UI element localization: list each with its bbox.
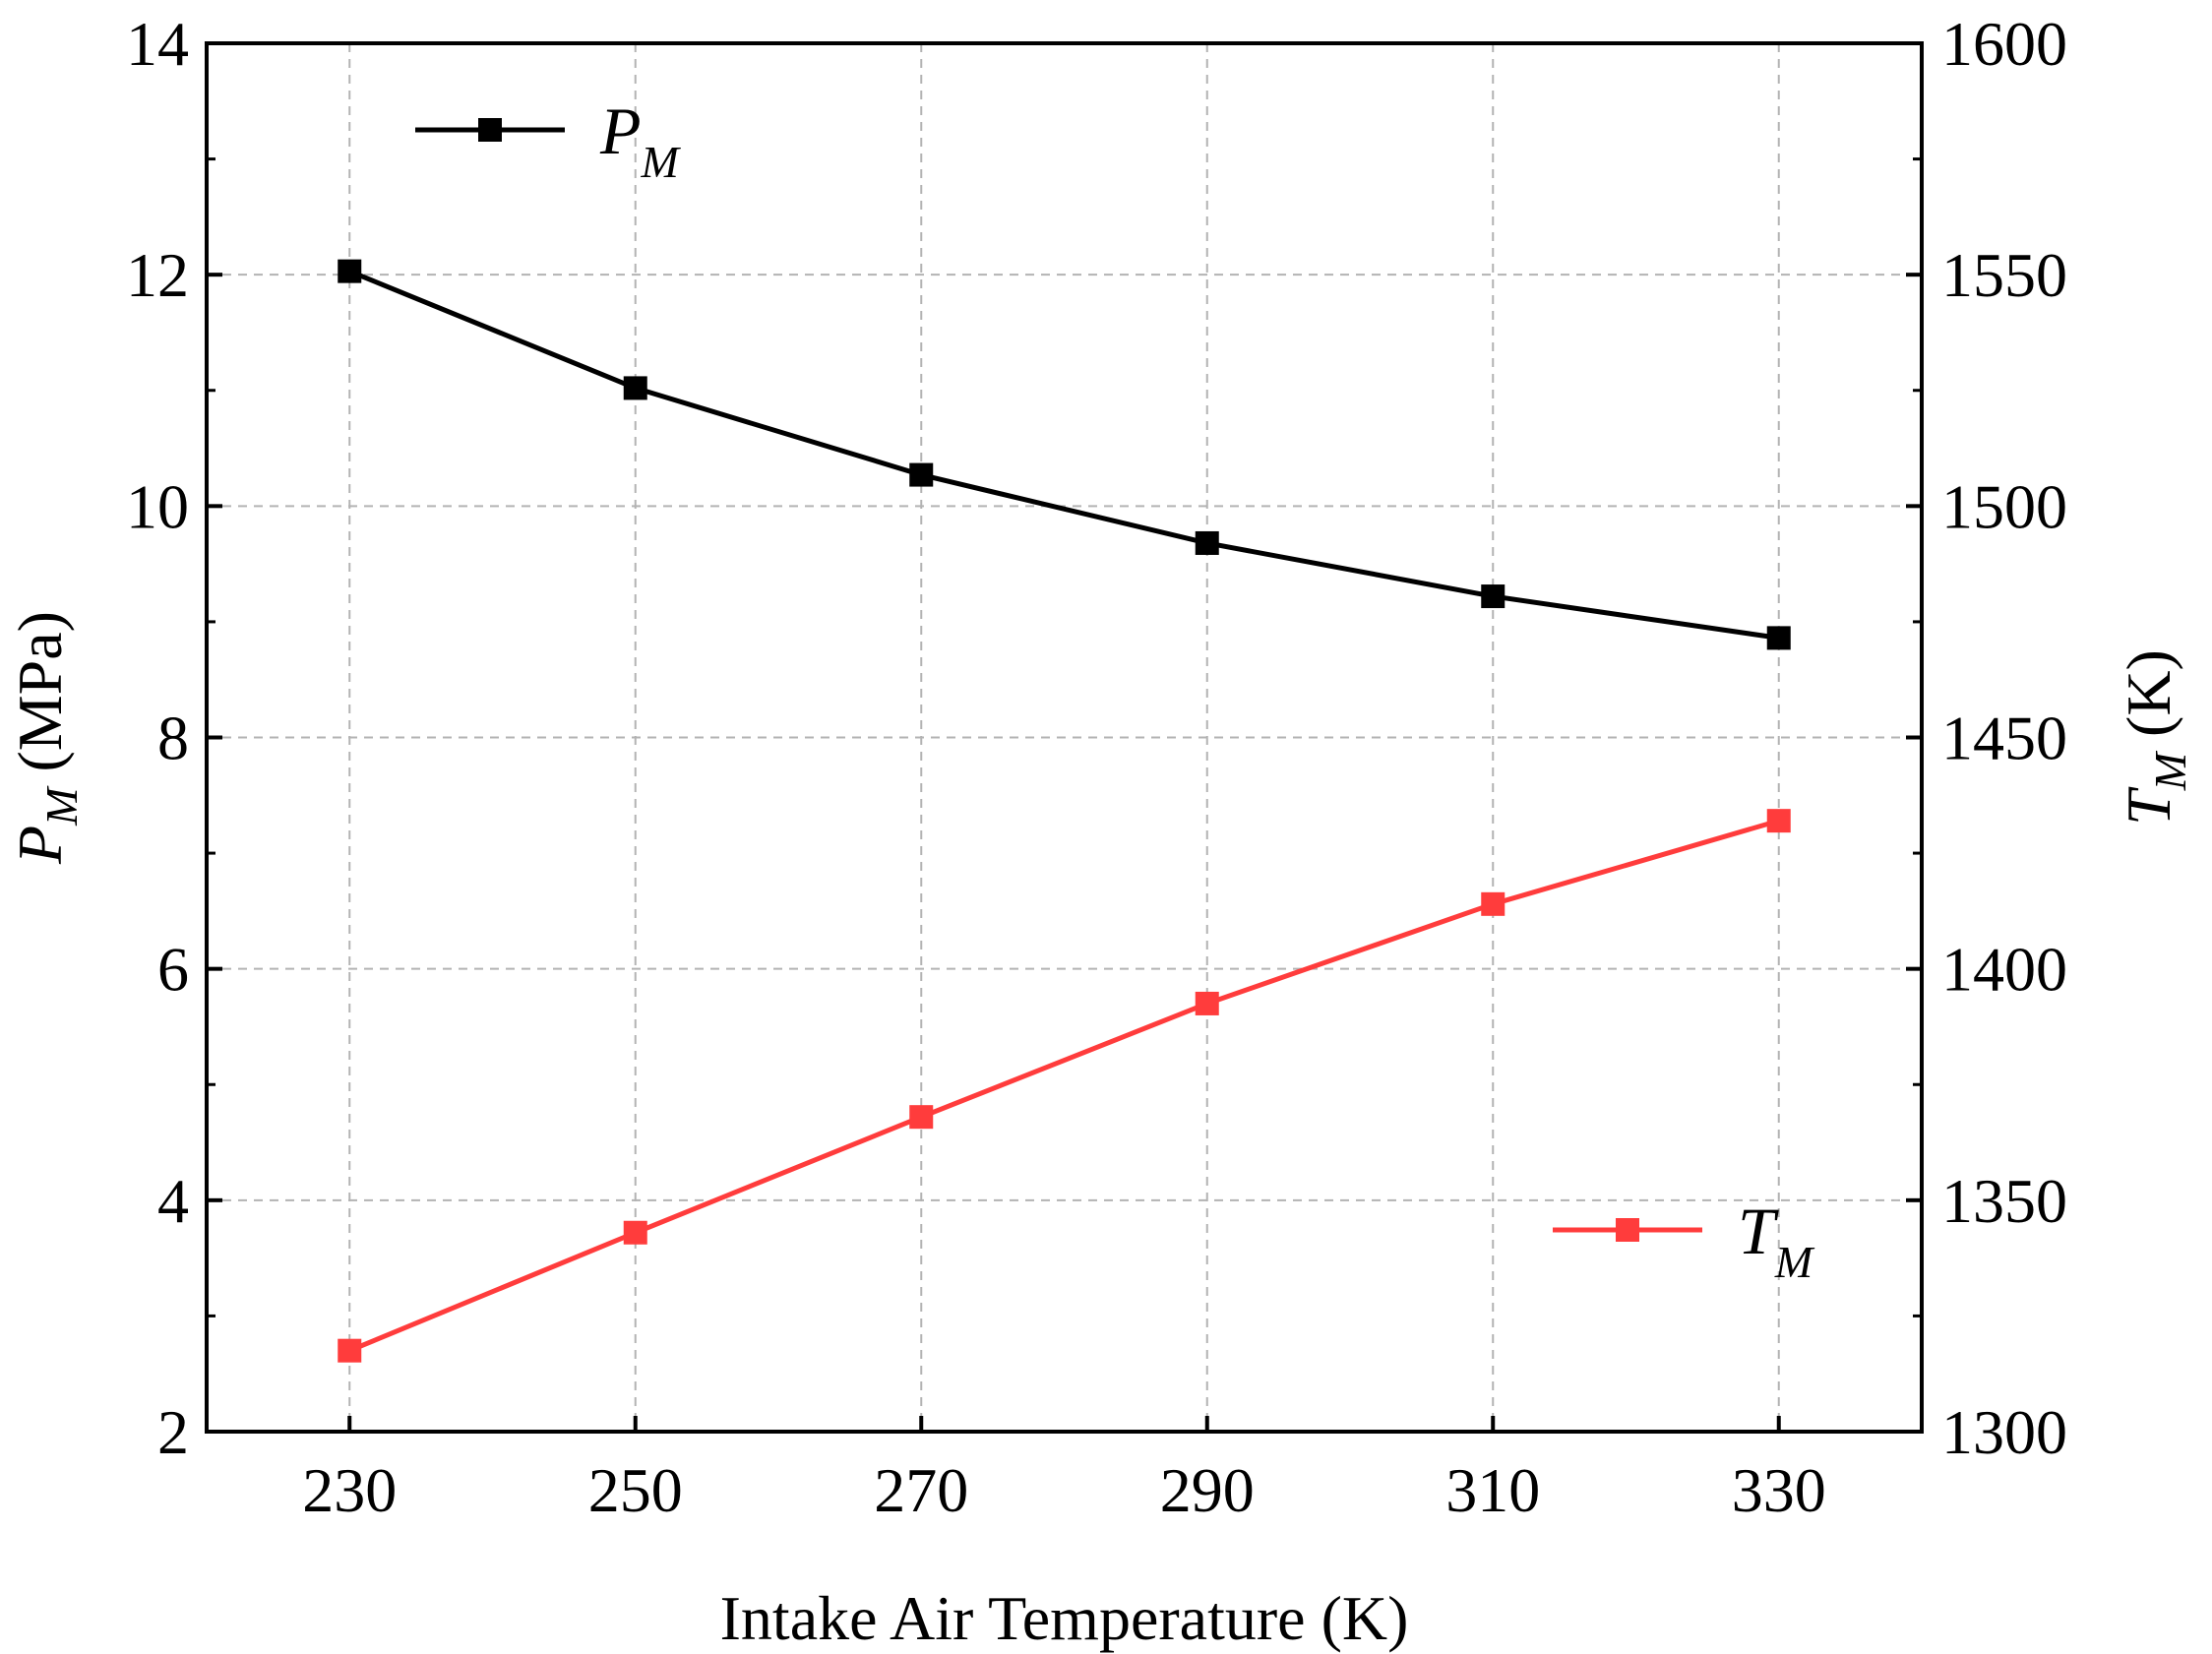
- legend-pm-subscript: M: [641, 137, 682, 187]
- y-left-tick-label: 8: [157, 704, 189, 773]
- legend-pm-marker: [478, 118, 502, 142]
- ticks-layer: 230 250 270 290 310 330 2 4 6 8 10 12 14 1300 1350 1400…: [126, 9, 2067, 1525]
- y-right-tick-label: 1500: [1941, 471, 2067, 541]
- legend-tm-subscript: M: [1774, 1237, 1815, 1287]
- y-right-tick-label: 1350: [1941, 1166, 2067, 1236]
- y-axis-right-symbol: T: [2114, 786, 2183, 826]
- data-point-p-m: [338, 259, 362, 283]
- grid-layer: [207, 43, 1922, 1432]
- series-layer: [338, 259, 1791, 1363]
- x-tick-label: 270: [874, 1455, 968, 1525]
- series-line-p-m: [348, 269, 1780, 641]
- y-axis-left-title: PM (MPa): [5, 611, 87, 865]
- data-point-t-m: [1195, 991, 1219, 1015]
- legend-pm-symbol: P: [599, 93, 642, 168]
- legend-tm-symbol: T: [1738, 1194, 1779, 1268]
- legend-tm-label: TM: [1738, 1194, 1815, 1287]
- y-axis-left-subscript: M: [36, 785, 87, 827]
- y-axis-right-unit: (K): [2114, 649, 2183, 737]
- y-right-tick-label: 1450: [1941, 704, 2067, 773]
- y-right-tick-label: 1400: [1941, 935, 2067, 1005]
- y-left-tick-label: 2: [157, 1397, 189, 1467]
- x-tick-label: 250: [588, 1455, 683, 1525]
- y-axis-right-title: TM (K): [2114, 649, 2195, 826]
- data-point-p-m: [623, 376, 647, 400]
- data-point-t-m: [338, 1338, 362, 1363]
- legend-pm-label: PM: [599, 93, 682, 187]
- x-tick-label: 230: [302, 1455, 397, 1525]
- x-tick-label: 310: [1445, 1455, 1540, 1525]
- series-line-t-m: [348, 818, 1780, 1354]
- series-p-m: [338, 259, 1791, 650]
- legend-tm-marker: [1616, 1218, 1639, 1242]
- y-left-tick-label: 4: [157, 1166, 189, 1236]
- y-axis-right-subscript: M: [2145, 750, 2195, 791]
- data-point-t-m: [909, 1105, 934, 1130]
- data-point-p-m: [909, 462, 934, 487]
- y-axis-left-unit-spacer: [5, 772, 75, 788]
- data-point-t-m: [1481, 891, 1505, 916]
- data-point-t-m: [623, 1220, 647, 1245]
- y-right-tick-label: 1300: [1941, 1397, 2067, 1467]
- y-right-tick-label: 1550: [1941, 240, 2067, 310]
- legend-tm: TM: [1553, 1194, 1815, 1287]
- y-axis-right-unit-spacer: [2114, 737, 2183, 753]
- y-left-tick-label: 6: [157, 935, 189, 1005]
- x-tick-label: 290: [1160, 1455, 1255, 1525]
- y-axis-left-symbol: P: [5, 826, 75, 865]
- y-left-tick-label: 10: [126, 471, 189, 541]
- data-point-p-m: [1766, 626, 1791, 650]
- data-point-t-m: [1766, 809, 1791, 833]
- legend-pm: PM: [415, 93, 682, 187]
- y-left-tick-label: 12: [126, 240, 189, 310]
- x-tick-label: 330: [1732, 1455, 1826, 1525]
- y-axis-left-unit: (MPa): [5, 611, 75, 772]
- x-axis-title: Intake Air Temperature (K): [720, 1583, 1409, 1653]
- y-right-tick-label: 1600: [1941, 9, 2067, 79]
- series-t-m: [338, 809, 1791, 1363]
- y-left-tick-label: 14: [126, 9, 189, 79]
- data-point-p-m: [1195, 530, 1219, 555]
- data-point-p-m: [1481, 584, 1505, 609]
